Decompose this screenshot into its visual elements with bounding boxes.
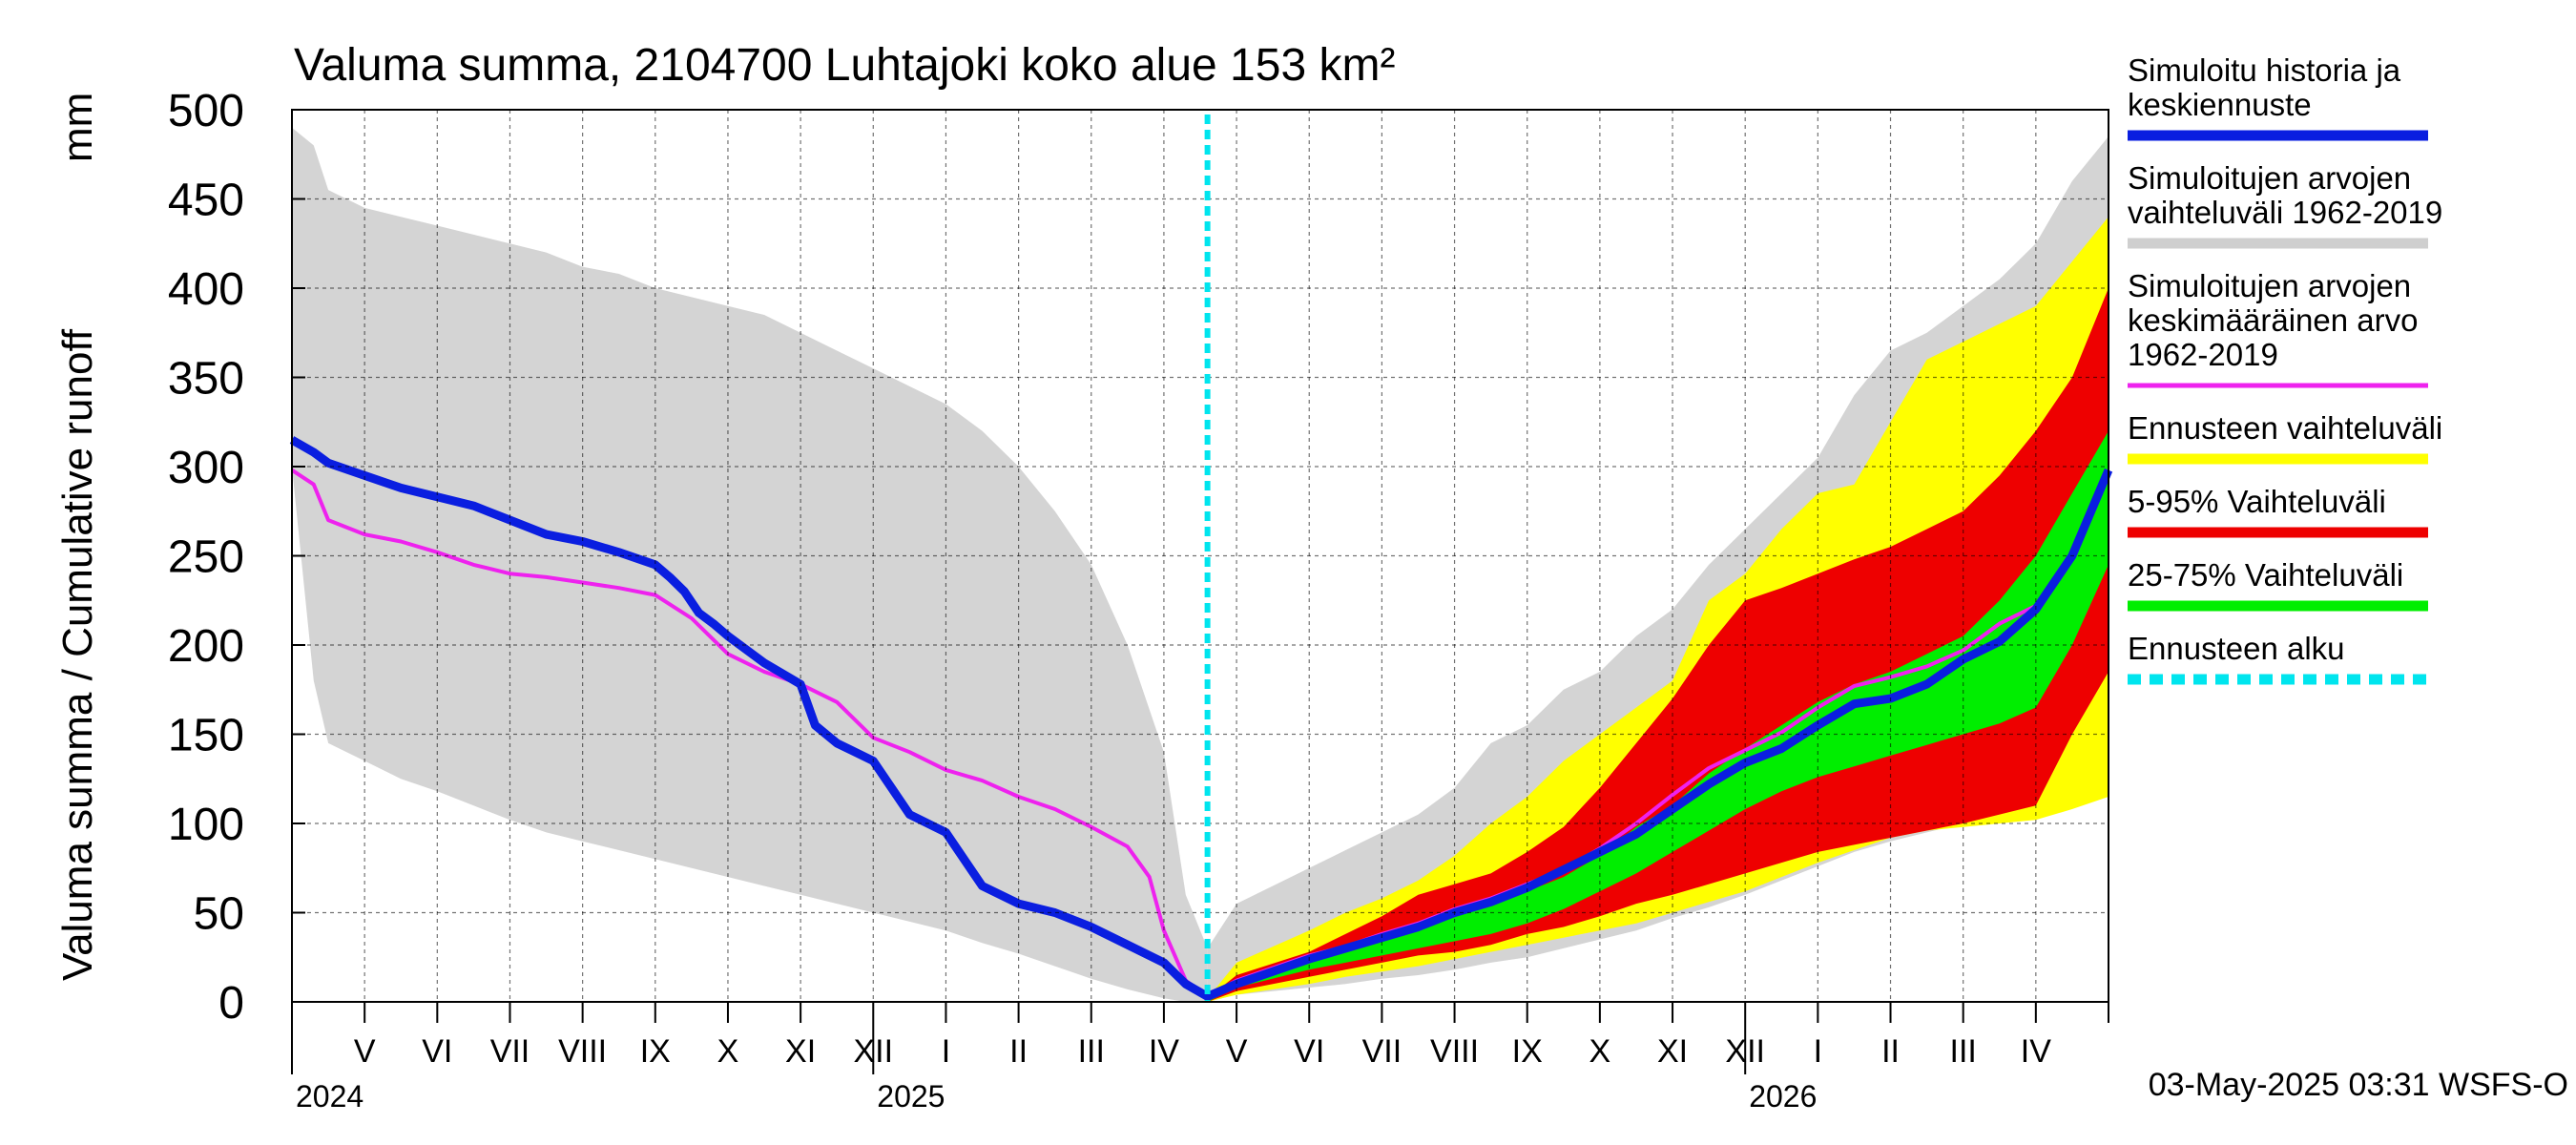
month-label: I (1814, 1033, 1822, 1070)
y-tick-label: 400 (168, 264, 244, 315)
month-label: VII (1362, 1033, 1402, 1070)
legend-label: vaihteluväli 1962-2019 (2128, 195, 2442, 230)
legend-label: 25-75% Vaihteluväli (2128, 557, 2403, 593)
line-series-6 (289, 436, 2113, 1001)
y-tick-label: 500 (168, 86, 244, 136)
legend-label: Simuloitujen arvojen (2128, 268, 2411, 303)
month-label: VIII (1430, 1033, 1479, 1070)
y-tick-label: 450 (168, 176, 244, 226)
legend-label: keskiennuste (2128, 87, 2312, 122)
year-label: 2024 (296, 1079, 364, 1114)
month-label: X (1589, 1033, 1611, 1070)
month-label: IV (1149, 1033, 1179, 1070)
month-label: I (942, 1033, 950, 1070)
month-label: VI (1294, 1033, 1324, 1070)
month-label: III (1078, 1033, 1105, 1070)
month-label: II (1881, 1033, 1900, 1070)
month-label: V (354, 1033, 376, 1070)
month-label: II (1009, 1033, 1028, 1070)
y-tick-label: 300 (168, 443, 244, 493)
month-label: IX (640, 1033, 671, 1070)
year-label: 2025 (877, 1079, 945, 1114)
y-tick-label: 250 (168, 532, 244, 583)
y-axis-label: Valuma summa / Cumulative runoff (54, 328, 101, 981)
y-tick-label: 350 (168, 354, 244, 405)
month-label: XII (1725, 1033, 1765, 1070)
legend-label: Ennusteen vaihteluväli (2128, 410, 2442, 446)
legend-label: 1962-2019 (2128, 337, 2278, 372)
month-label: VI (422, 1033, 452, 1070)
month-label: III (1950, 1033, 1977, 1070)
legend-label: Ennusteen alku (2128, 631, 2345, 666)
month-label: VII (490, 1033, 530, 1070)
legend-label: Simuloitujen arvojen (2128, 160, 2411, 196)
plot-area (289, 109, 2113, 1003)
y-tick-label: 100 (168, 800, 244, 850)
month-label: XI (1657, 1033, 1688, 1070)
month-label: VIII (558, 1033, 607, 1070)
band-series-0 (292, 127, 1208, 1002)
y-tick-label: 50 (194, 889, 244, 940)
month-label: XII (853, 1033, 893, 1070)
month-label: X (717, 1033, 739, 1070)
y-axis-unit: mm (54, 93, 101, 162)
footer-timestamp: 03-May-2025 03:31 WSFS-O (2149, 1067, 2568, 1103)
month-label: V (1226, 1033, 1248, 1070)
chart-title: Valuma summa, 2104700 Luhtajoki koko alu… (294, 40, 1395, 91)
band-series-4 (1207, 430, 2109, 1003)
year-label: 2026 (1749, 1079, 1817, 1114)
legend-label: Simuloitu historia ja (2128, 52, 2401, 88)
y-tick-label: 150 (168, 711, 244, 761)
month-label: IV (2021, 1033, 2051, 1070)
y-tick-label: 0 (218, 978, 244, 1029)
legend-label: 5-95% Vaihteluväli (2128, 484, 2386, 519)
month-label: IX (1512, 1033, 1543, 1070)
legend-label: keskimääräinen arvo (2128, 302, 2418, 338)
y-tick-label: 200 (168, 621, 244, 672)
month-label: XI (785, 1033, 816, 1070)
line-series-5 (290, 468, 2110, 999)
